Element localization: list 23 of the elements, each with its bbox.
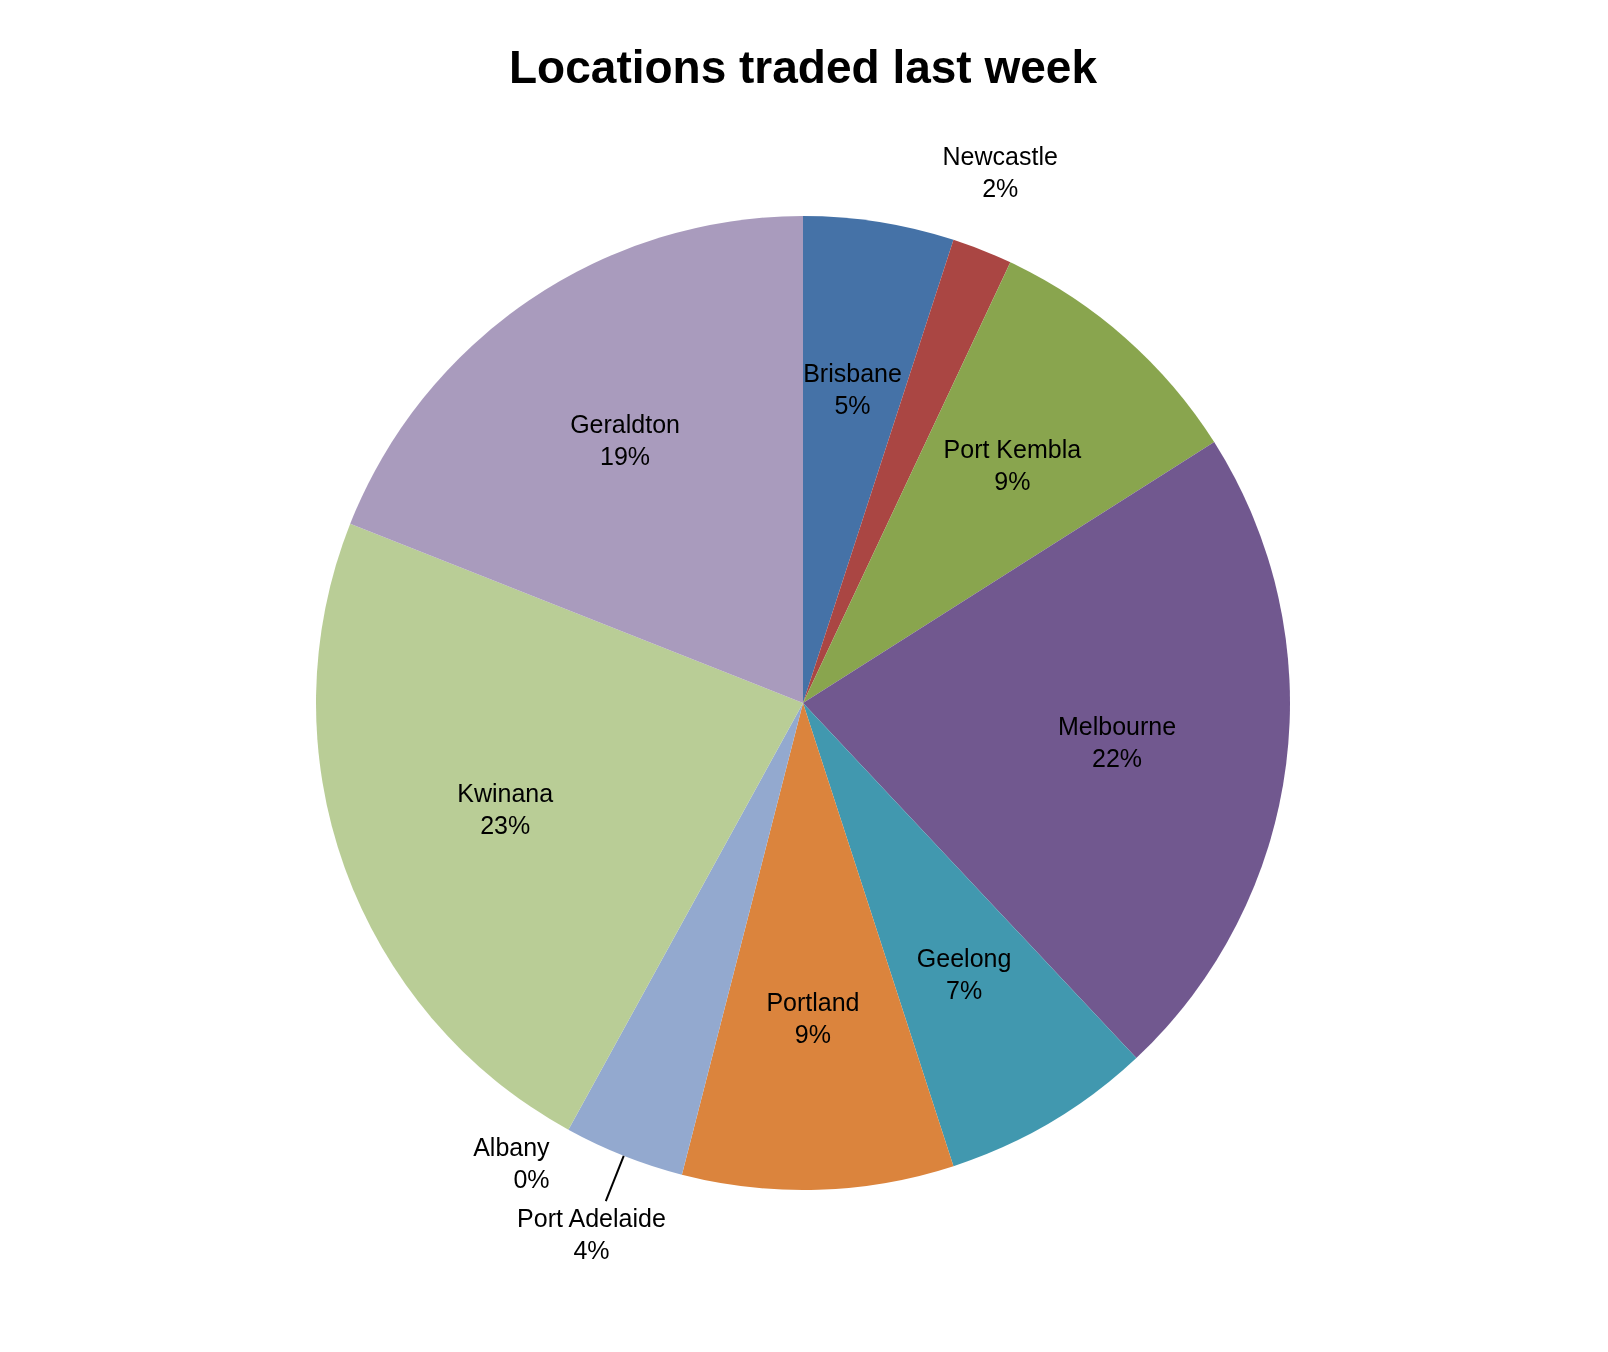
slice-label: Melbourne <box>1057 711 1177 740</box>
data-label: 23% <box>480 811 531 840</box>
slice-label: Newcastle <box>942 141 1058 170</box>
data-label: 9% <box>994 466 1031 495</box>
slice-label: Kwinana <box>457 779 554 808</box>
slice-label: Port Kembla <box>943 434 1082 463</box>
data-label: 22% <box>1092 743 1143 772</box>
data-label: 9% <box>794 1020 832 1049</box>
data-label: 5% <box>834 391 871 420</box>
slice-label: Geraldton <box>570 410 680 439</box>
slice-label: Brisbane <box>803 359 902 388</box>
data-label: 19% <box>600 442 651 471</box>
category-label: Albany <box>473 1132 550 1161</box>
slice-label: Portland <box>766 988 860 1017</box>
text: 0% <box>513 1164 550 1193</box>
slice-label: Geelong <box>916 944 1012 973</box>
pie-slice <box>803 262 1215 703</box>
data-label: 4% <box>573 1236 610 1265</box>
pie-slice <box>350 216 803 703</box>
chart-title: Locations traded last week <box>509 41 1098 93</box>
data-label: 7% <box>946 976 983 1005</box>
data-label: 2% <box>982 173 1019 202</box>
slice-label: Port Adelaide <box>517 1204 666 1233</box>
